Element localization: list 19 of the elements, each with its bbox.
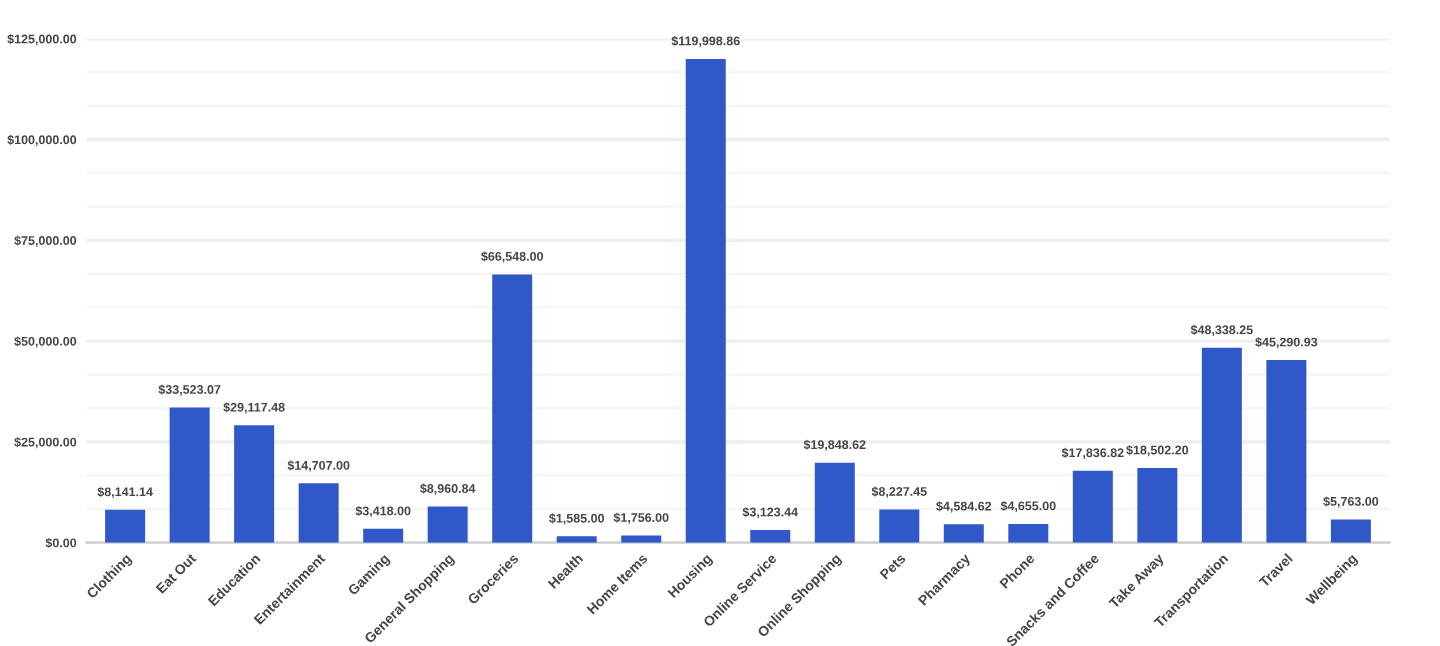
bar bbox=[943, 524, 984, 543]
bar bbox=[1137, 468, 1178, 543]
bar bbox=[685, 58, 726, 543]
bar bbox=[363, 528, 404, 543]
bar bbox=[234, 425, 275, 543]
bar bbox=[105, 509, 146, 543]
bar bbox=[1008, 523, 1049, 543]
bar bbox=[750, 530, 791, 543]
bar bbox=[814, 462, 855, 543]
bar bbox=[556, 536, 597, 543]
bar bbox=[298, 483, 339, 543]
bar bbox=[1266, 360, 1307, 543]
bar bbox=[1201, 347, 1242, 543]
bar bbox=[1072, 470, 1113, 543]
bar bbox=[879, 509, 920, 543]
bar bbox=[492, 274, 533, 543]
bar bbox=[427, 506, 468, 543]
bar bbox=[169, 407, 210, 543]
bar bbox=[1330, 519, 1371, 543]
